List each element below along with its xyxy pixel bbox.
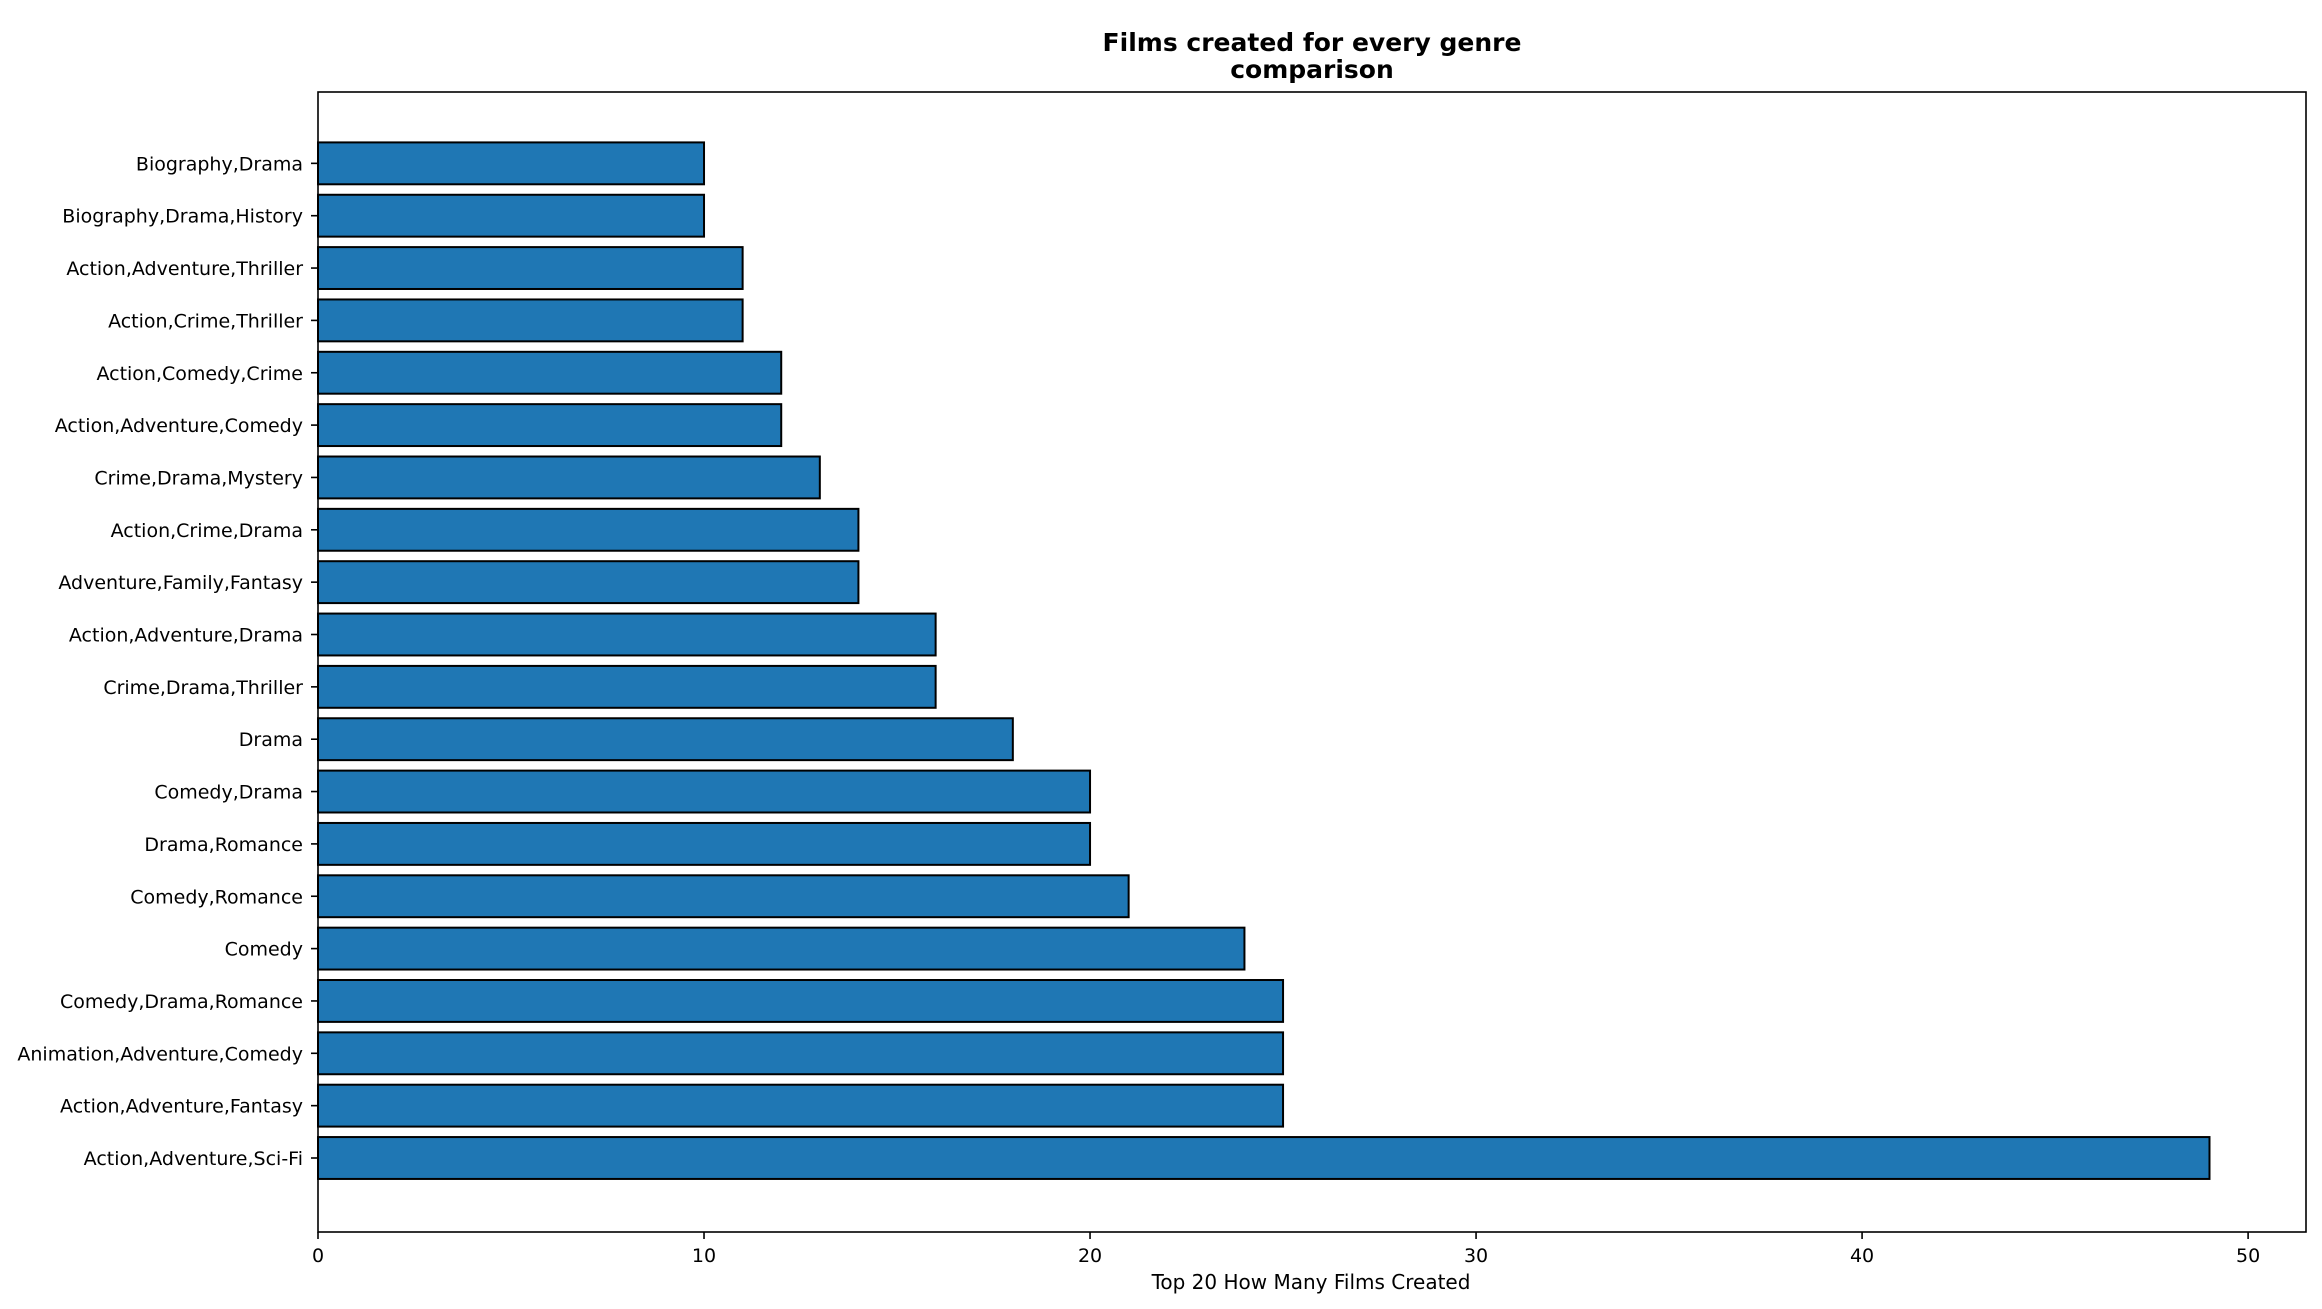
- bar: [317, 141, 706, 186]
- bar: [317, 717, 1014, 762]
- bar: [317, 1136, 2211, 1180]
- bar: [317, 403, 783, 448]
- y-tick-label: Biography,Drama,History: [62, 206, 303, 228]
- bars: [317, 141, 2211, 1180]
- y-tick-label: Action,Adventure,Sci-Fi: [84, 1148, 303, 1170]
- bar: [317, 769, 1092, 814]
- bar: [317, 455, 821, 500]
- bar: [317, 612, 937, 657]
- y-tick-label: Adventure,Family,Fantasy: [58, 572, 303, 594]
- y-tick-label: Action,Adventure,Drama: [69, 625, 303, 647]
- bar: [317, 507, 860, 552]
- x-axis-ticks: 0 10 20 30 40 50: [312, 1232, 2260, 1267]
- y-tick-label: Comedy,Drama,Romance: [60, 991, 303, 1013]
- bar: [317, 821, 1092, 866]
- bar: [317, 926, 1246, 971]
- bar: [317, 560, 860, 605]
- plot-area: [317, 91, 2307, 1233]
- x-tick-label: 10: [692, 1245, 716, 1267]
- bar: [317, 298, 744, 343]
- x-tick-label: 30: [1464, 1245, 1488, 1267]
- y-tick-label: Crime,Drama,Mystery: [94, 467, 303, 489]
- x-axis-label: Top 20 How Many Films Created: [1151, 1270, 1471, 1294]
- x-tick-label: 50: [2236, 1245, 2260, 1267]
- chart-title-line-1: Films created for every genre: [1103, 28, 1522, 57]
- bar: [317, 350, 783, 395]
- y-tick-label: Comedy,Drama: [154, 782, 303, 804]
- y-tick-label: Drama: [239, 729, 303, 751]
- bar: [317, 979, 1285, 1023]
- bar: [317, 246, 744, 290]
- y-tick-label: Action,Crime,Thriller: [108, 310, 303, 332]
- y-tick-label: Action,Adventure,Thriller: [66, 258, 303, 280]
- y-tick-label: Animation,Adventure,Comedy: [17, 1043, 303, 1065]
- y-tick-label: Action,Adventure,Fantasy: [60, 1096, 303, 1118]
- y-tick-label: Comedy: [225, 939, 303, 961]
- y-tick-label: Biography,Drama: [136, 153, 303, 175]
- bar: [317, 664, 937, 709]
- x-tick-label: 0: [312, 1245, 324, 1267]
- y-tick-label: Action,Adventure,Comedy: [55, 415, 303, 437]
- x-tick-label: 20: [1078, 1245, 1102, 1267]
- x-tick-label: 40: [1850, 1245, 1874, 1267]
- axes-frame: [317, 91, 2307, 1233]
- y-axis-ticks: Action,Adventure,Sci-Fi Action,Adventure,…: [17, 153, 318, 1170]
- bar: [317, 874, 1130, 919]
- chart-title-line-2: comparison: [1230, 55, 1394, 84]
- y-tick-label: Action,Crime,Drama: [111, 520, 303, 542]
- y-tick-label: Action,Comedy,Crime: [96, 363, 303, 385]
- bar: [317, 193, 706, 238]
- y-tick-label: Comedy,Romance: [130, 886, 303, 908]
- bar: [317, 1083, 1285, 1128]
- bar: [317, 1031, 1285, 1076]
- y-tick-label: Crime,Drama,Thriller: [103, 677, 303, 699]
- y-tick-label: Drama,Romance: [144, 834, 303, 856]
